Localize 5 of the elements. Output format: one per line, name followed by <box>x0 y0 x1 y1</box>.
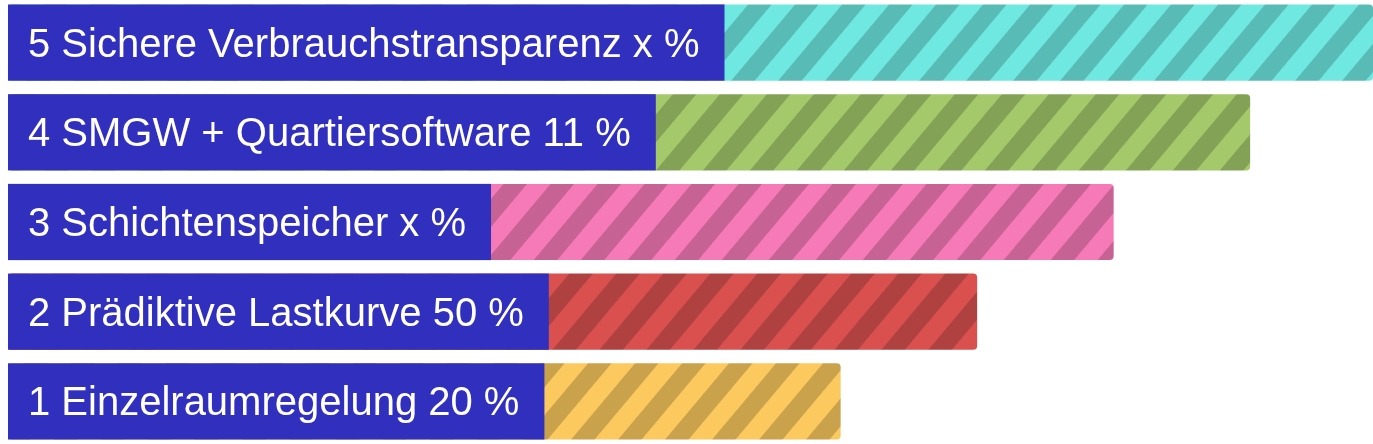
y-tick-label: 4 SMGW + Quartiersoftware 11 % <box>28 110 631 155</box>
y-tick-label: 5 Sichere Verbrauchstransparenz x % <box>28 20 700 65</box>
y-tick-label: 1 Einzelraumregelung 20 % <box>28 379 520 424</box>
y-tick-label: 2 Prädiktive Lastkurve 50 % <box>28 289 524 334</box>
y-tick-label: 3 Schichtenspeicher x % <box>28 200 467 244</box>
